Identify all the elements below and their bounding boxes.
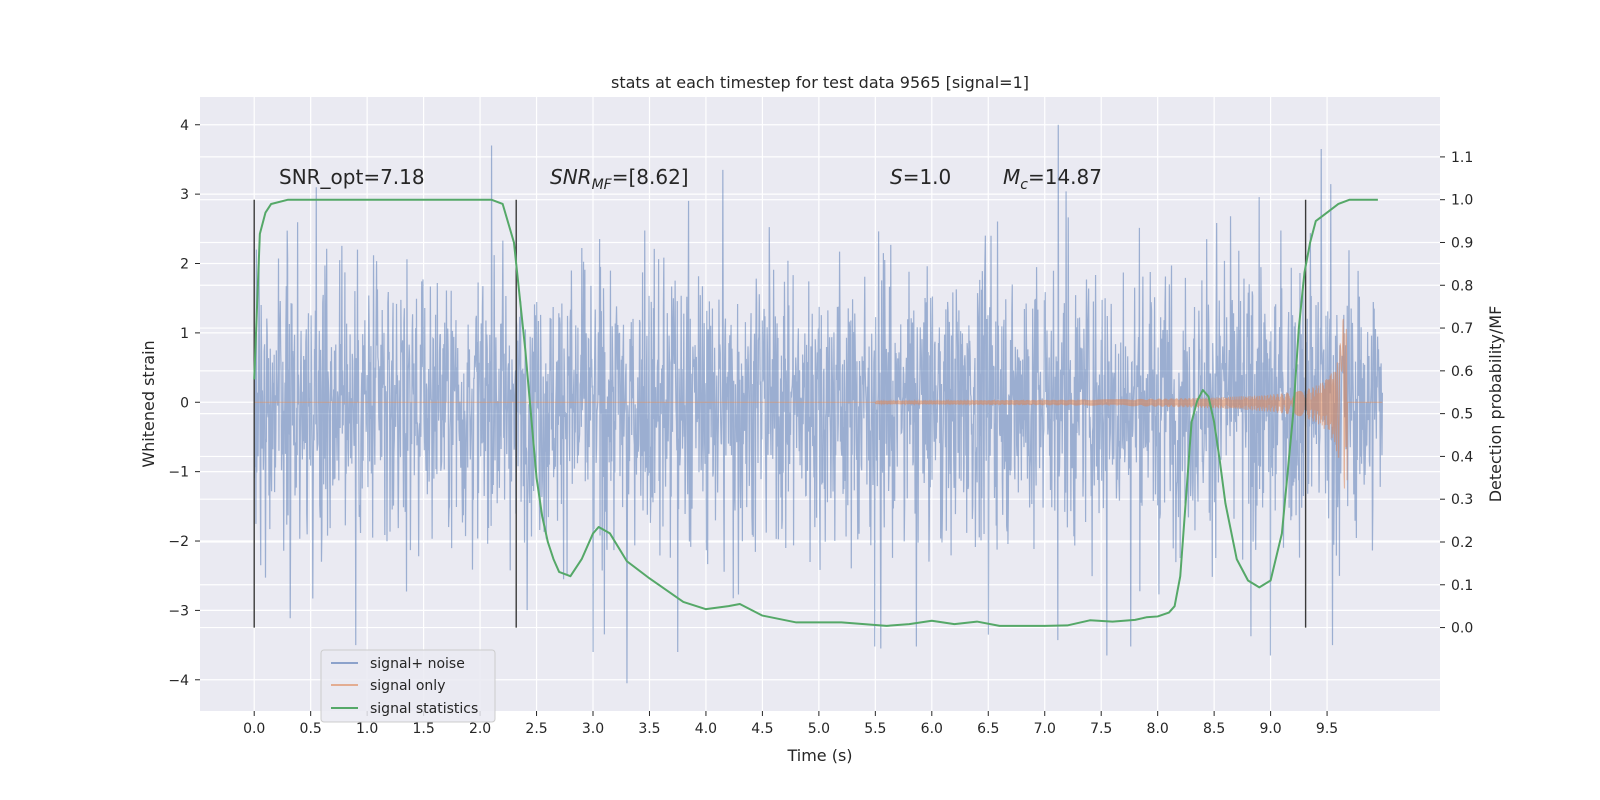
- x-tick-label: 8.0: [1147, 721, 1169, 737]
- y-left-tick-label: 0: [180, 395, 189, 411]
- x-tick-label: 9.0: [1259, 721, 1281, 737]
- y-right-tick-label: 0.8: [1451, 278, 1473, 294]
- y-left-tick-label: 4: [180, 118, 189, 134]
- legend-box: [320, 649, 496, 723]
- x-tick-label: 5.5: [864, 721, 886, 737]
- y-left-tick-label: 1: [180, 326, 189, 342]
- x-tick-label: 2.0: [469, 721, 491, 737]
- x-tick-label: 7.0: [1034, 721, 1056, 737]
- y-left-tick-label: −3: [168, 603, 189, 619]
- x-tick-label: 1.0: [356, 721, 378, 737]
- y-right-tick-label: 1.1: [1451, 150, 1473, 166]
- x-tick-label: 2.5: [525, 721, 547, 737]
- series-signal-only: [254, 318, 1383, 489]
- y-right-tick-label: 0.7: [1451, 321, 1473, 337]
- y-right-tick-label: 0.0: [1451, 621, 1473, 637]
- annotation-snr-mf-sub: MF: [592, 177, 613, 193]
- annotation-s: S=1.0: [890, 165, 951, 189]
- legend-label-signal-statistics: signal statistics: [370, 701, 478, 717]
- y-right-tick-label: 0.3: [1451, 492, 1473, 508]
- annotation-s-rest: =1.0: [903, 165, 952, 189]
- y-left-tick-label: −2: [168, 534, 189, 550]
- x-tick-label: 0.5: [300, 721, 322, 737]
- y-right-tick-label: 0.9: [1451, 235, 1473, 251]
- y-axis-right: 1.1 1.0 0.9 0.8 0.7 0.6 0.5 0.4 0.3 0.2 0.1 0.0: [1440, 150, 1473, 637]
- annotation-snr-mf: SNRMF=[8.62]: [550, 165, 689, 193]
- legend-label-signal-only: signal only: [370, 678, 445, 694]
- x-tick-label: 4.5: [751, 721, 773, 737]
- x-tick-label: 4.0: [695, 721, 717, 737]
- y-right-tick-label: 0.1: [1451, 578, 1473, 594]
- x-axis-label: Time (s): [786, 746, 852, 765]
- y-left-tick-label: 3: [180, 187, 189, 203]
- y-left-tick-label: 2: [180, 257, 189, 273]
- annotations: SNR_opt=7.18 SNRMF=[8.62] S=1.0 Mc=14.87: [279, 165, 1102, 193]
- x-tick-label: 6.0: [921, 721, 943, 737]
- y-right-tick-label: 1.0: [1451, 193, 1473, 209]
- annotation-snr-mf-main: SNR: [550, 165, 592, 189]
- y-left-tick-label: −1: [168, 465, 189, 481]
- annotation-mc: Mc=14.87: [1003, 165, 1102, 193]
- plot-content: [253, 124, 1383, 684]
- annotation-snr-opt: SNR_opt=7.18: [279, 165, 425, 189]
- legend: signal+ noise signal only signal statist…: [320, 649, 496, 723]
- x-tick-label: 8.5: [1203, 721, 1225, 737]
- legend-label-signal-noise: signal+ noise: [370, 656, 465, 672]
- chart-title: stats at each timestep for test data 956…: [611, 73, 1029, 92]
- series-signal-noise: [253, 124, 1383, 684]
- x-tick-label: 6.5: [977, 721, 999, 737]
- annotation-mc-sub: c: [1020, 177, 1028, 193]
- x-tick-label: 3.0: [582, 721, 604, 737]
- annotation-s-main: S: [890, 165, 903, 189]
- y-left-tick-label: −4: [168, 673, 189, 689]
- annotation-mc-main: M: [1003, 165, 1020, 189]
- annotation-mc-rest: =14.87: [1028, 165, 1102, 189]
- x-tick-label: 7.5: [1090, 721, 1112, 737]
- x-tick-label: 5.0: [808, 721, 830, 737]
- y-right-tick-label: 0.4: [1451, 449, 1473, 465]
- x-tick-label: 0.0: [243, 721, 265, 737]
- annotation-snr-mf-rest: =[8.62]: [612, 165, 689, 189]
- y-axis-left: 4 3 2 1 0 −1 −2 −3 −4: [168, 118, 200, 689]
- x-tick-label: 3.5: [638, 721, 660, 737]
- y-right-tick-label: 0.2: [1451, 535, 1473, 551]
- y-right-tick-label: 0.5: [1451, 407, 1473, 423]
- series-signal-statistics: [253, 198, 1378, 627]
- y-axis-right-label: Detection probability/MF: [1486, 306, 1505, 503]
- x-tick-label: 9.5: [1316, 721, 1338, 737]
- x-axis: 0.0 0.5 1.0 1.5 2.0 2.5 3.0 3.5 4.0 4.5 5.0 5.5 6.0 6…: [243, 711, 1338, 737]
- y-axis-left-label: Whitened strain: [139, 340, 158, 467]
- y-right-tick-label: 0.6: [1451, 364, 1473, 380]
- x-tick-label: 1.5: [412, 721, 434, 737]
